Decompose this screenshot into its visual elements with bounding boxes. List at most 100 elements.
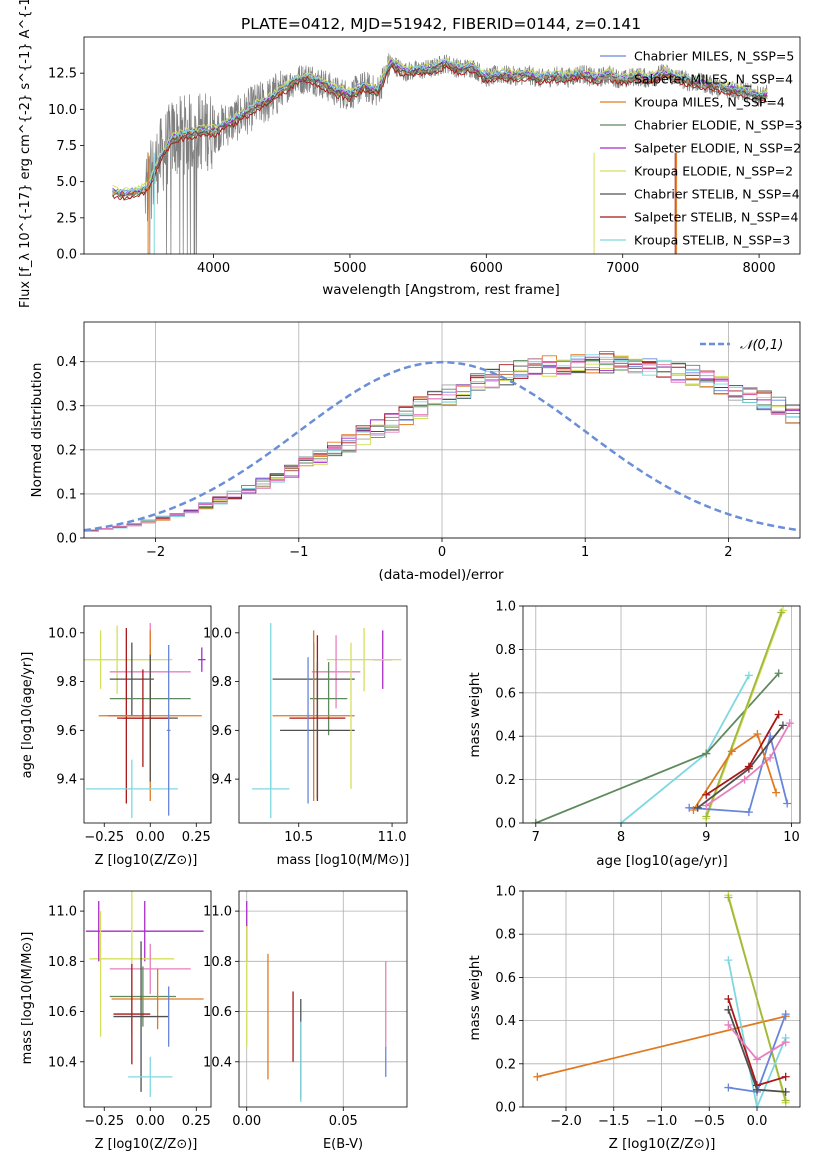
axes-frame (83, 321, 801, 539)
marker (724, 1005, 733, 1014)
y-tick-label: 0.2 (495, 773, 516, 788)
data-point (311, 635, 361, 709)
residual-histogram (84, 350, 800, 538)
legend-label: Salpeter STELIB, N_SSP=4 (634, 210, 799, 225)
x-tick-label: −0.5 (693, 1114, 725, 1129)
spectrum-title: PLATE=0412, MJD=51942, FIBERID=0144, z=0… (241, 15, 641, 33)
mass-weight-series (702, 608, 786, 821)
mass-weight-series (689, 730, 781, 814)
marker (772, 788, 781, 797)
legend-label: Chabrier MILES, N_SSP=5 (634, 49, 794, 64)
y-tick-label: 0.2 (495, 1057, 516, 1072)
hist-legend-label: 𝒩(0,1) (740, 338, 783, 353)
spectrum-panel: 4000 5000 6000 7000 8000 0.0 2.5 5.0 7.5 10.0 12.5… (48, 36, 803, 276)
x-tick-label: −2 (146, 545, 165, 560)
y-tick-label: 5.0 (56, 175, 77, 190)
y-tick-label: 2.5 (56, 211, 77, 226)
mass-weight-series (702, 710, 783, 799)
marker (781, 1010, 790, 1019)
marker (724, 956, 733, 965)
marker (778, 721, 787, 730)
legend-label: Kroupa MILES, N_SSP=4 (634, 95, 785, 110)
legend-label: Salpeter MILES, N_SSP=4 (634, 72, 793, 87)
data-point (109, 966, 177, 1027)
y-tick-label: 10.0 (203, 626, 232, 641)
x-tick-label: 2 (724, 545, 732, 560)
marker (781, 1087, 790, 1096)
data-point (85, 901, 204, 962)
mass-weight-series (531, 669, 783, 823)
hist-legend: 𝒩(0,1) (700, 338, 783, 353)
marker (724, 995, 733, 1003)
x-tick-label: 6000 (470, 261, 503, 276)
y-tick-label: 0.0 (56, 248, 77, 263)
y-tick-label: 7.5 (56, 139, 77, 154)
y-tick-label: 10.4 (48, 1055, 77, 1070)
agez-xlabel: Z [log10(Z/Z⊙)] (95, 853, 198, 868)
agez-ylabel: age [log10(age/yr)] (20, 652, 35, 779)
x-tick-label: 8 (617, 830, 625, 845)
y-tick-label: 12.5 (48, 67, 77, 82)
x-tick-label: 0.0 (747, 1114, 768, 1129)
mass-vs-metallicity-panel: −0.25 0.00 0.25 10.4 10.6 10.8 11.0 (48, 890, 212, 1129)
y-tick-label: 9.4 (211, 773, 232, 788)
y-tick-label: 0.1 (56, 487, 77, 502)
marker (783, 799, 792, 808)
mass-weight-series (724, 995, 790, 1090)
residual-histogram (84, 354, 800, 538)
marker (753, 1085, 762, 1094)
y-tick-label: 9.6 (56, 724, 77, 739)
axes-frame (83, 36, 801, 255)
marker (774, 710, 783, 719)
y-tick-label: 0.6 (495, 971, 516, 986)
legend-label: Chabrier ELODIE, N_SSP=3 (634, 118, 803, 133)
x-tick-label: 5000 (333, 261, 366, 276)
data-point (326, 627, 402, 692)
data-point (198, 647, 206, 672)
x-tick-label: 8000 (743, 261, 776, 276)
marker (785, 719, 794, 728)
y-tick-label: 0.3 (56, 399, 77, 414)
axes-frame (83, 890, 212, 1108)
data-point (113, 963, 151, 1065)
marker (740, 775, 749, 784)
hist-xlabel: (data-model)/error (378, 567, 504, 583)
y-tick-label: 11.0 (48, 905, 77, 920)
y-tick-label: 0.8 (495, 928, 516, 943)
gaussian-curve (84, 360, 800, 532)
marker (777, 608, 786, 617)
marker (753, 1103, 762, 1107)
mass-weight-series (693, 721, 787, 812)
x-tick-label: −0.25 (84, 830, 124, 845)
observed-spectrum (112, 53, 768, 254)
x-tick-label: −2.0 (550, 1114, 582, 1129)
mass-weight-series (702, 719, 794, 810)
age-vs-metallicity-panel: −0.25 0.00 0.25 9.4 9.6 9.8 10.0 (48, 605, 212, 845)
x-tick-label: 7000 (606, 261, 639, 276)
residual-histogram (84, 358, 800, 538)
x-tick-label: 0.05 (329, 1114, 358, 1129)
legend-label: Chabrier STELIB, N_SSP=4 (634, 187, 800, 202)
y-tick-label: 0.2 (56, 443, 77, 458)
massz-ylabel: mass [log10(M/M⊙)] (20, 932, 35, 1065)
marker (753, 1055, 762, 1064)
legend-label: Kroupa ELODIE, N_SSP=2 (634, 164, 793, 179)
y-tick-label: 0.0 (495, 1101, 516, 1116)
axes-frame (238, 890, 408, 1108)
y-tick-label: 10.8 (48, 955, 77, 970)
residual-histogram-panel: −2 −1 0 1 2 0.0 0.1 0.2 0.3 0.4 (56, 321, 801, 560)
data-point (128, 1056, 173, 1097)
y-tick-label: 10.0 (48, 626, 77, 641)
y-tick-label: 0.4 (56, 355, 77, 370)
y-tick-label: 0.0 (56, 532, 77, 547)
marker (702, 790, 711, 799)
data-point (280, 662, 355, 799)
spectrum-legend: Chabrier MILES, N_SSP=5 Salpeter MILES, N… (600, 49, 803, 248)
y-tick-label: 9.6 (211, 724, 232, 739)
y-tick-label: 10.6 (48, 1005, 77, 1020)
marker (781, 1072, 790, 1081)
marker (744, 762, 753, 771)
data-point (111, 968, 204, 1030)
y-tick-label: 10.6 (203, 1005, 232, 1020)
